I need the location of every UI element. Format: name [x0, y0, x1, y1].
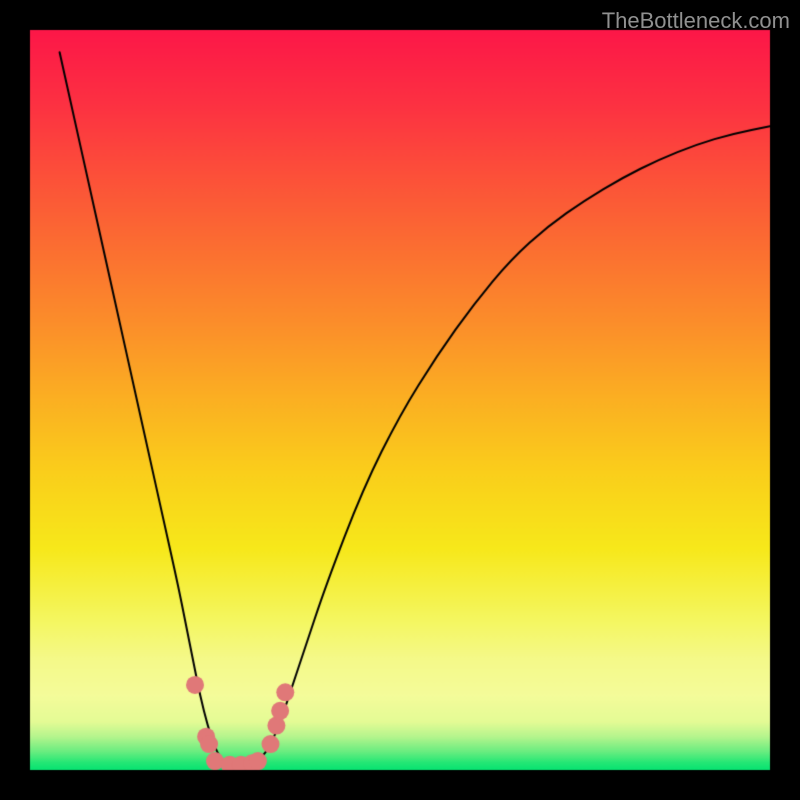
bottleneck-curve-chart [0, 0, 800, 800]
watermark-text: TheBottleneck.com [602, 8, 790, 34]
